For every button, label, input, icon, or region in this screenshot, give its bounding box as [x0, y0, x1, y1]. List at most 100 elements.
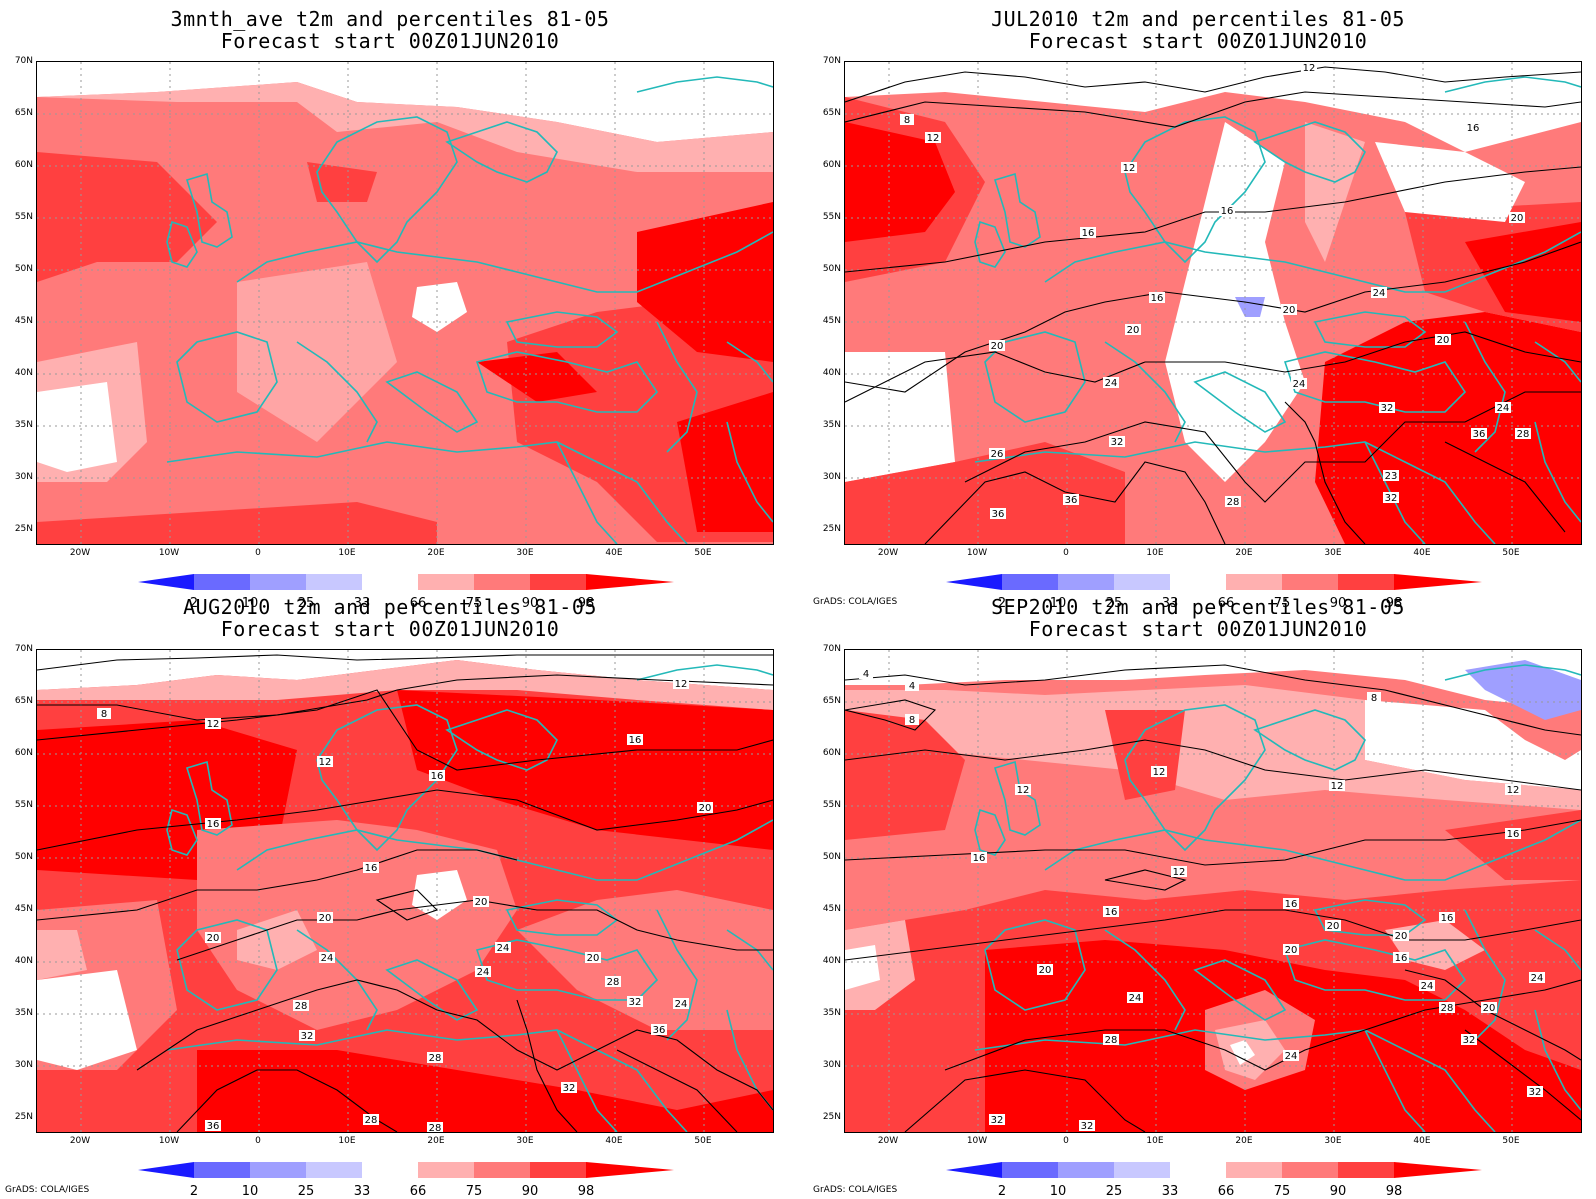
colorbar-label: 98 — [1385, 596, 1403, 611]
colorbar-label: 75 — [465, 596, 483, 611]
lat-label: 40N — [822, 956, 841, 966]
lat-label: 30N — [822, 1060, 841, 1070]
contour-label: 32 — [1111, 437, 1124, 448]
contour-label: 20 — [1285, 945, 1298, 956]
lon-label: 20W — [877, 1136, 899, 1146]
colorbar-label: 66 — [409, 596, 427, 611]
contour-label: 20 — [1283, 305, 1296, 316]
lon-label: 10W — [966, 548, 988, 558]
colorbar-label: 25 — [1105, 1184, 1123, 1199]
lat-label: 30N — [822, 472, 841, 482]
lon-label: 10E — [1146, 548, 1164, 558]
contour-label: 4 — [863, 669, 869, 680]
lon-label: 30E — [1324, 548, 1342, 558]
contour-label: 24 — [321, 953, 334, 964]
contour-label: 32 — [1381, 403, 1394, 414]
lon-label: 20W — [69, 1136, 91, 1146]
contour-label: 16 — [1221, 206, 1234, 217]
contour-label: 32 — [629, 997, 642, 1008]
contour-label: 20 — [991, 341, 1004, 352]
map-svg: 4 4 8 8 12 12 12 12 12 16 16 16 16 16 16… — [845, 650, 1581, 1132]
map-panel-sep: SEP2010 t2m and percentiles 81-05 Foreca… — [808, 588, 1588, 1199]
contour-label: 24 — [1421, 981, 1434, 992]
contour-label: 32 — [563, 1083, 576, 1094]
panel-title: JUL2010 t2m and percentiles 81-05 — [991, 7, 1405, 31]
contour-label: 16 — [1082, 228, 1095, 239]
contour-label: 20 — [319, 913, 332, 924]
panel-subtitle: Forecast start 00Z01JUN2010 — [1028, 29, 1368, 53]
contour-label: 16 — [1441, 913, 1454, 924]
contour-label: 8 — [1371, 693, 1377, 704]
contour-label: 20 — [475, 897, 488, 908]
map-panel-3month: 3mnth_ave t2m and percentiles 81-05 Fore… — [0, 0, 780, 611]
contour-label: 24 — [1129, 993, 1142, 1004]
contour-label: 28 — [429, 1123, 442, 1132]
lat-label: 65N — [822, 108, 841, 118]
lat-label: 35N — [822, 420, 841, 430]
contour-label: 20 — [207, 933, 220, 944]
contour-label: 24 — [675, 999, 688, 1010]
lon-label: 20W — [69, 548, 91, 558]
contour-label: 28 — [1227, 497, 1240, 508]
lat-label: 65N — [14, 696, 33, 706]
lat-label: 40N — [822, 368, 841, 378]
lat-label: 55N — [14, 800, 33, 810]
contour-label: 23 — [1385, 471, 1398, 482]
contour-label: 16 — [431, 771, 444, 782]
lon-label: 40E — [1413, 548, 1431, 558]
colorbar-label: 2 — [189, 596, 199, 611]
colorbar-label: 98 — [1385, 1184, 1403, 1199]
colorbar-label: 90 — [521, 596, 539, 611]
lat-label: 40N — [14, 368, 33, 378]
contour-label: 24 — [1531, 973, 1544, 984]
contour-label: 28 — [607, 977, 620, 988]
lat-label: 40N — [14, 956, 33, 966]
lat-label: 70N — [822, 644, 841, 654]
colorbar-label: 66 — [409, 1184, 427, 1199]
contour-label: 32 — [1463, 1035, 1476, 1046]
grads-credit: GrADS: COLA/IGES — [5, 1185, 90, 1195]
lat-label: 25N — [822, 524, 841, 534]
contour-label: 16 — [973, 853, 986, 864]
lon-label: 20E — [427, 1136, 445, 1146]
lat-label: 50N — [822, 264, 841, 274]
contour-label: 32 — [1529, 1087, 1542, 1098]
map-area: 4 4 8 8 12 12 12 12 12 16 16 16 16 16 16… — [844, 649, 1582, 1133]
contour-label: 24 — [477, 967, 490, 978]
colorbar-label: 98 — [577, 596, 595, 611]
contour-label: 28 — [295, 1001, 308, 1012]
map-area: 8 12 12 12 16 16 16 16 20 20 20 20 20 24… — [36, 649, 774, 1133]
contour-label: 36 — [653, 1025, 666, 1036]
colorbar-label: 98 — [577, 1184, 595, 1199]
colorbar-label: 90 — [1329, 596, 1347, 611]
contour-label: 36 — [207, 1121, 220, 1132]
lon-label: 0 — [1063, 548, 1069, 558]
colorbar-label: 25 — [297, 596, 315, 611]
contour-label: 8 — [904, 115, 910, 126]
lat-label: 65N — [822, 696, 841, 706]
colorbar-label: 25 — [1105, 596, 1123, 611]
lat-label: 25N — [14, 1112, 33, 1122]
contour-label: 16 — [1395, 953, 1408, 964]
lat-label: 70N — [822, 56, 841, 66]
contour-label: 20 — [699, 803, 712, 814]
lat-label: 45N — [14, 904, 33, 914]
colorbar — [946, 1162, 1482, 1178]
lon-label: 20E — [1235, 548, 1253, 558]
lat-label: 45N — [822, 316, 841, 326]
contour-label: 16 — [1151, 293, 1164, 304]
contour-label: 20 — [1395, 931, 1408, 942]
colorbar-label: 75 — [1273, 596, 1291, 611]
contour-label: 16 — [629, 735, 642, 746]
contour-label: 24 — [1105, 378, 1118, 389]
colorbar-label: 10 — [1049, 1184, 1067, 1199]
lon-label: 50E — [694, 548, 712, 558]
lon-label: 10E — [1146, 1136, 1164, 1146]
grads-credit: GrADS: COLA/IGES — [813, 597, 898, 607]
contour-label: 24 — [1285, 1051, 1298, 1062]
contour-label: 20 — [587, 953, 600, 964]
colorbar-label: 25 — [297, 1184, 315, 1199]
contour-label: 28 — [1517, 429, 1530, 440]
contour-label: 12 — [1507, 785, 1520, 796]
colorbar-label: 90 — [521, 1184, 539, 1199]
